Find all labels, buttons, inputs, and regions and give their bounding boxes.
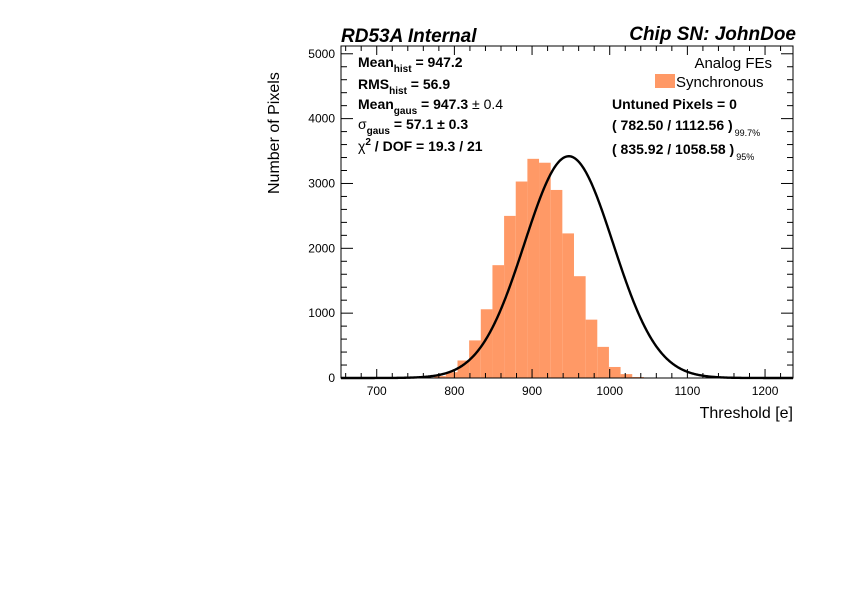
x-tick-labels: 700 800 900 1000 1100 1200: [367, 384, 779, 398]
histogram-bar: [620, 374, 633, 378]
histogram-bar: [434, 376, 446, 378]
y-tick-label: 4000: [308, 112, 335, 126]
legend-entry-synchronous: Synchronous: [676, 74, 764, 91]
stat-sigma-gaus: σgaus = 57.1 ± 0.3: [358, 116, 468, 137]
histogram-bar: [480, 309, 493, 378]
x-tick-label: 1000: [596, 384, 623, 398]
x-tick-label: 700: [367, 384, 387, 398]
histogram-bar: [492, 265, 505, 378]
histogram-bars: [434, 158, 644, 378]
y-tick-label: 3000: [308, 176, 335, 190]
histogram-bar: [597, 346, 609, 378]
histogram-bar: [469, 340, 481, 378]
histogram-bar: [550, 189, 563, 378]
y-tick-label: 5000: [308, 47, 335, 61]
histogram-bar: [562, 233, 574, 378]
stat-chi2-dof: χ2 / DOF = 19.3 / 21: [358, 137, 483, 154]
y-axis-label: Number of Pixels: [266, 72, 283, 194]
header-right-label: Chip SN: JohnDoe: [629, 24, 796, 45]
histogram-bar: [527, 158, 540, 378]
y-tick-label: 2000: [308, 241, 335, 255]
plot-frame: [340, 45, 794, 379]
y-tick-label: 0: [328, 371, 335, 385]
histogram-bar: [457, 360, 470, 378]
x-axis-label: Threshold [e]: [700, 405, 793, 422]
histogram-bar: [504, 215, 516, 378]
histogram-bar: [539, 162, 551, 378]
stat-rms-hist: RMShist = 56.9: [358, 76, 450, 97]
axis-ticks: [341, 46, 793, 379]
stat-mean-gaus: Meangaus = 947.3 ± 0.4: [358, 96, 503, 117]
histogram-bar: [608, 366, 621, 378]
stat-range-99-7: ( 782.50 / 1112.56 ) 99.7%: [612, 117, 760, 138]
stat-untuned-pixels: Untuned Pixels = 0: [612, 96, 737, 112]
stat-range-95: ( 835.92 / 1058.58 ) 95%: [612, 141, 754, 162]
legend-swatch-synchronous: [655, 74, 675, 88]
x-tick-label: 800: [444, 384, 464, 398]
histogram-bar: [515, 181, 528, 378]
gaussian-fit-line: [341, 155, 793, 380]
stat-mean-hist: Meanhist = 947.2: [358, 54, 463, 75]
histogram-bar: [445, 372, 458, 378]
y-tick-labels: 0 1000 2000 3000 4000 5000: [308, 47, 335, 385]
x-tick-label: 900: [522, 384, 542, 398]
header-left-label: RD53A Internal: [341, 26, 477, 47]
histogram-bar: [585, 319, 598, 378]
histogram-bar: [573, 276, 586, 378]
x-tick-label: 1100: [674, 384, 700, 398]
legend-title: Analog FEs: [694, 55, 772, 72]
y-tick-label: 1000: [308, 306, 335, 320]
x-tick-label: 1200: [752, 384, 779, 398]
